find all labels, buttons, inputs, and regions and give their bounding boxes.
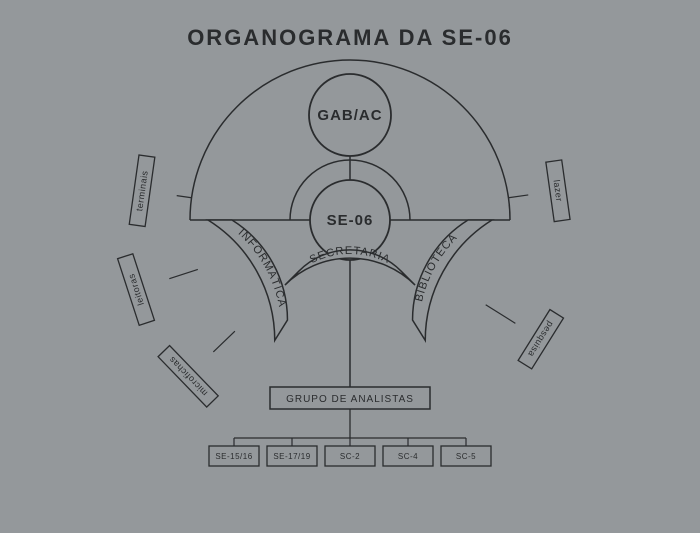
child-label: SC-2 <box>340 452 360 461</box>
child-label: SC-5 <box>456 452 476 461</box>
grupo-label: GRUPO DE ANALISTAS <box>286 394 414 405</box>
child-label: SC-4 <box>398 452 418 461</box>
hub-node-label: SE-06 <box>327 212 374 229</box>
chart-title: ORGANOGRAMA DA SE-06 <box>187 25 513 50</box>
top-node-label: GAB/AC <box>317 107 382 124</box>
child-label: SE-17/19 <box>273 452 310 461</box>
child-label: SE-15/16 <box>215 452 252 461</box>
